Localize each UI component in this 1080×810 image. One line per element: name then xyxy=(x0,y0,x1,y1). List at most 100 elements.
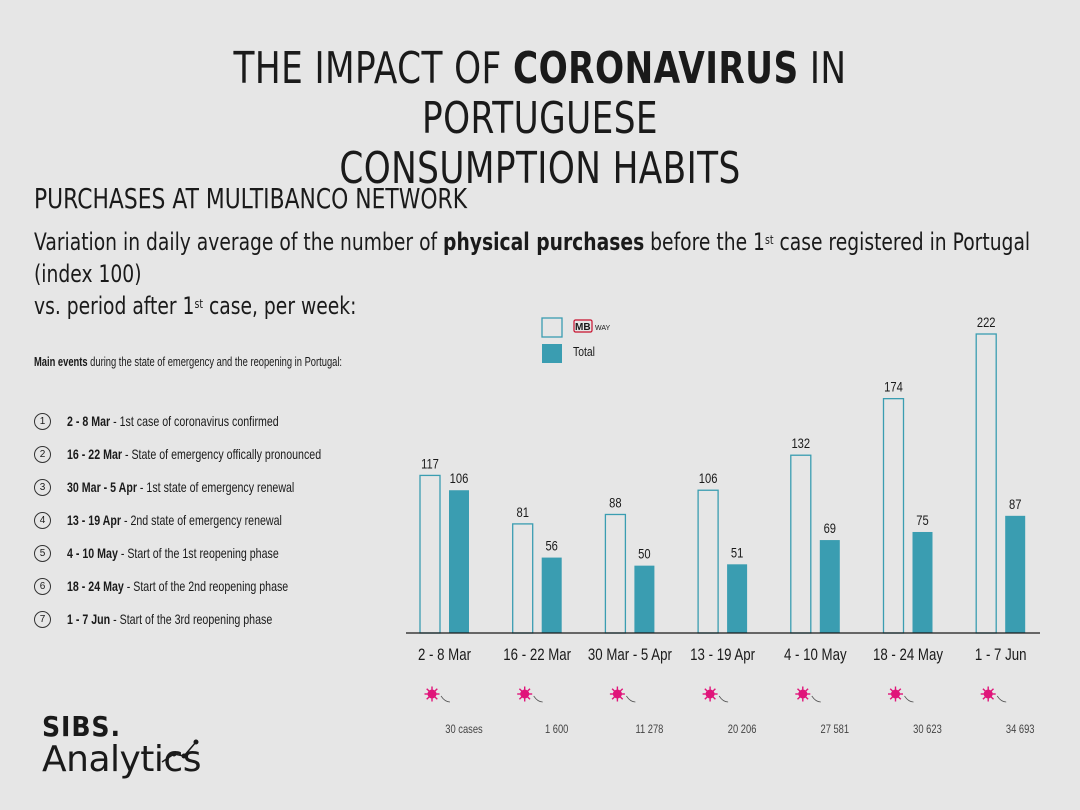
virus-arrow xyxy=(904,695,914,703)
data-label-mbway: 117 xyxy=(421,456,439,471)
legend-mbway-swatch xyxy=(541,317,563,338)
bar-mbway xyxy=(697,489,719,634)
case-count-label: 30 623 xyxy=(913,723,942,736)
data-label-mbway: 88 xyxy=(609,495,621,510)
virus-spike xyxy=(805,688,809,692)
event-item: 5 4 - 10 May - Start of the 1st reopenin… xyxy=(34,542,346,564)
data-label-total: 56 xyxy=(545,538,557,553)
virus-spike xyxy=(704,688,708,692)
virus-spike xyxy=(982,688,986,692)
events-title: Main events during the state of emergenc… xyxy=(34,354,343,369)
virus-arrow xyxy=(996,695,1007,703)
bar-total xyxy=(634,565,655,633)
event-description: - 1st state of emergency renewal xyxy=(136,479,295,495)
virus-spike xyxy=(434,688,438,692)
x-tick-label: 13 - 19 Apr xyxy=(690,646,755,665)
data-label-total: 87 xyxy=(1009,497,1021,512)
data-label-total: 75 xyxy=(916,513,928,528)
legend-total-swatch xyxy=(542,344,562,363)
virus-spike xyxy=(982,696,986,700)
mbway-logo: MB WAY xyxy=(573,319,610,333)
event-number: 5 xyxy=(34,544,51,562)
virus-arrow xyxy=(626,695,636,703)
bar-total xyxy=(912,531,933,633)
virus-spike xyxy=(889,696,894,700)
data-label-mbway: 132 xyxy=(791,436,810,451)
case-count-label: 34 693 xyxy=(1006,723,1035,736)
event-date: 16 - 22 Mar xyxy=(67,446,123,462)
bar-mbway xyxy=(975,333,997,634)
event-number: 7 xyxy=(34,610,51,628)
sibs-wordmark: SIBS. xyxy=(42,710,121,743)
virus-icon xyxy=(427,689,437,699)
analytics-chart-icon xyxy=(161,739,199,763)
bar-total xyxy=(727,564,748,633)
bars-group: 117 106 2 - 8 Mar 30 cases 81 56 16 - 22 Mar 1 … xyxy=(418,315,1035,736)
section-heading: PURCHASES AT MULTIBANCO NETWORK xyxy=(34,182,468,215)
virus-spike xyxy=(518,696,523,700)
virus-spike xyxy=(426,688,430,692)
x-tick-label: 16 - 22 Mar xyxy=(503,646,571,665)
virus-spike xyxy=(805,696,809,700)
virus-icon xyxy=(705,689,715,699)
chart-subtitle: Variation in daily average of the number… xyxy=(34,228,1031,320)
data-label-total: 51 xyxy=(731,545,743,560)
virus-arrow xyxy=(811,695,821,703)
legend-total-label: Total xyxy=(573,344,595,359)
virus-spike xyxy=(712,688,716,692)
analytics-wordmark: Analytics xyxy=(42,739,201,780)
event-description: - Start of the 2nd reopening phase xyxy=(123,578,289,594)
data-label-mbway: 222 xyxy=(977,315,996,330)
virus-spike xyxy=(889,688,894,692)
page-title: THE IMPACT OF CORONAVIRUS IN PORTUGUESE … xyxy=(233,43,847,194)
event-date: 13 - 19 Apr xyxy=(67,512,122,528)
virus-spike xyxy=(619,696,624,700)
chart-legend: MB WAY xyxy=(541,317,610,363)
event-number: 4 xyxy=(34,511,51,529)
virus-icon xyxy=(612,689,622,699)
data-label-mbway: 81 xyxy=(516,505,528,520)
x-tick-label: 30 Mar - 5 Apr xyxy=(588,646,672,665)
virus-spike xyxy=(434,696,438,700)
event-item: 4 13 - 19 Apr - 2nd state of emergency r… xyxy=(34,509,350,531)
bar-total xyxy=(819,540,840,633)
virus-spike xyxy=(897,696,902,700)
svg-text:MB: MB xyxy=(575,322,591,333)
event-number: 6 xyxy=(34,577,51,595)
virus-spike xyxy=(990,688,994,692)
event-item: 1 2 - 8 Mar - 1st case of coronavirus co… xyxy=(34,410,346,432)
data-label-total: 50 xyxy=(638,547,650,562)
event-item: 6 18 - 24 May - Start of the 2nd reopeni… xyxy=(34,575,358,597)
virus-spike xyxy=(797,696,801,700)
virus-spike xyxy=(611,696,616,700)
bar-mbway xyxy=(604,513,627,634)
virus-spike xyxy=(619,688,624,692)
event-item: 7 1 - 7 Jun - Start of the 3rd reopening… xyxy=(34,608,337,630)
event-item: 3 30 Mar - 5 Apr - 1st state of emergenc… xyxy=(34,476,366,498)
bar-mbway xyxy=(882,397,905,634)
bar-mbway xyxy=(512,523,534,634)
virus-spike xyxy=(518,688,523,692)
data-label-mbway: 106 xyxy=(699,471,718,486)
case-count-label: 30 cases xyxy=(445,723,482,736)
virus-icon xyxy=(983,689,993,699)
virus-spike xyxy=(527,696,531,700)
event-description: - State of emergency offically pronounce… xyxy=(122,446,322,462)
virus-spike xyxy=(426,696,430,700)
case-count-label: 20 206 xyxy=(728,723,757,736)
bar-total xyxy=(1005,515,1026,633)
event-date: 30 Mar - 5 Apr xyxy=(67,479,137,495)
data-label-mbway: 174 xyxy=(884,380,903,395)
bar-mbway xyxy=(419,474,441,634)
bar-total xyxy=(449,490,469,633)
virus-icon xyxy=(798,689,808,699)
event-number: 2 xyxy=(34,445,51,463)
x-tick-label: 4 - 10 May xyxy=(784,646,847,665)
virus-spike xyxy=(897,688,902,692)
sibs-analytics-logo: SIBS. Analytics xyxy=(42,710,201,780)
event-date: 4 - 10 May xyxy=(67,545,118,561)
event-number: 3 xyxy=(34,478,51,496)
case-count-label: 1 600 xyxy=(545,723,568,736)
x-tick-label: 18 - 24 May xyxy=(873,646,943,665)
event-date: 1 - 7 Jun xyxy=(67,611,111,627)
